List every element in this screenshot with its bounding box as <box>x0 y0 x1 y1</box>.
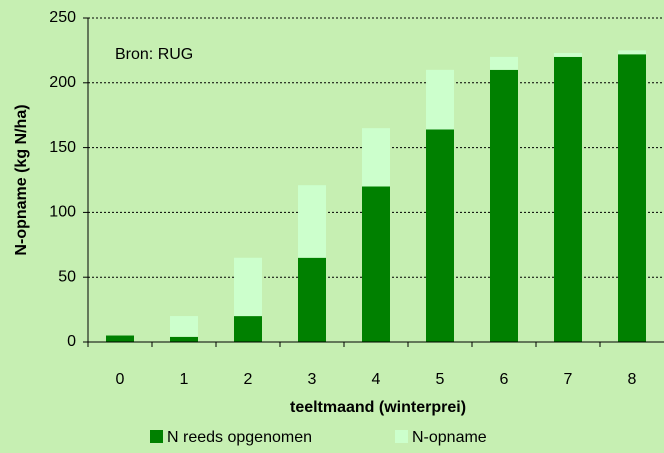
x-tick-label: 5 <box>436 371 445 388</box>
y-tick-label: 250 <box>49 9 76 26</box>
x-tick-label: 7 <box>564 371 573 388</box>
bar-segment <box>426 69 454 130</box>
annotation: Bron: RUG <box>115 46 193 63</box>
bar-segment <box>170 336 198 342</box>
x-tick-label: 8 <box>628 371 637 388</box>
bar-segment <box>234 257 262 317</box>
bar-segment <box>490 69 518 342</box>
bar-segment <box>554 56 582 342</box>
x-tick-label: 6 <box>500 371 509 388</box>
x-tick-label: 4 <box>372 371 381 388</box>
bar-segment <box>618 54 646 343</box>
y-tick-label: 50 <box>58 268 76 285</box>
x-tick-label: 1 <box>180 371 189 388</box>
bar-segment <box>170 316 198 337</box>
bar-segment <box>426 129 454 342</box>
y-tick-label: 200 <box>49 74 76 91</box>
legend-label: N reeds opgenomen <box>167 429 312 446</box>
y-tick-label: 150 <box>49 139 76 156</box>
bar-segment <box>490 56 518 70</box>
bar-segment <box>362 128 390 187</box>
legend-swatch <box>395 430 408 443</box>
bar-segment <box>362 186 390 342</box>
x-axis-label: teeltmaand (winterprei) <box>290 399 466 416</box>
bar-segment <box>298 257 326 342</box>
bar-segment <box>234 316 262 342</box>
x-tick-label: 3 <box>308 371 317 388</box>
y-tick-label: 100 <box>49 204 76 221</box>
bar-segment <box>618 50 646 55</box>
x-tick-label: 0 <box>116 371 125 388</box>
x-tick-label: 2 <box>244 371 253 388</box>
bar-segment <box>298 185 326 258</box>
y-tick-label: 0 <box>67 333 76 350</box>
bar-segment <box>554 52 582 57</box>
bar-segment <box>106 335 134 342</box>
legend-label: N-opname <box>412 429 487 446</box>
y-axis-label: N-opname (kg N/ha) <box>13 104 30 255</box>
legend-swatch <box>150 430 163 443</box>
